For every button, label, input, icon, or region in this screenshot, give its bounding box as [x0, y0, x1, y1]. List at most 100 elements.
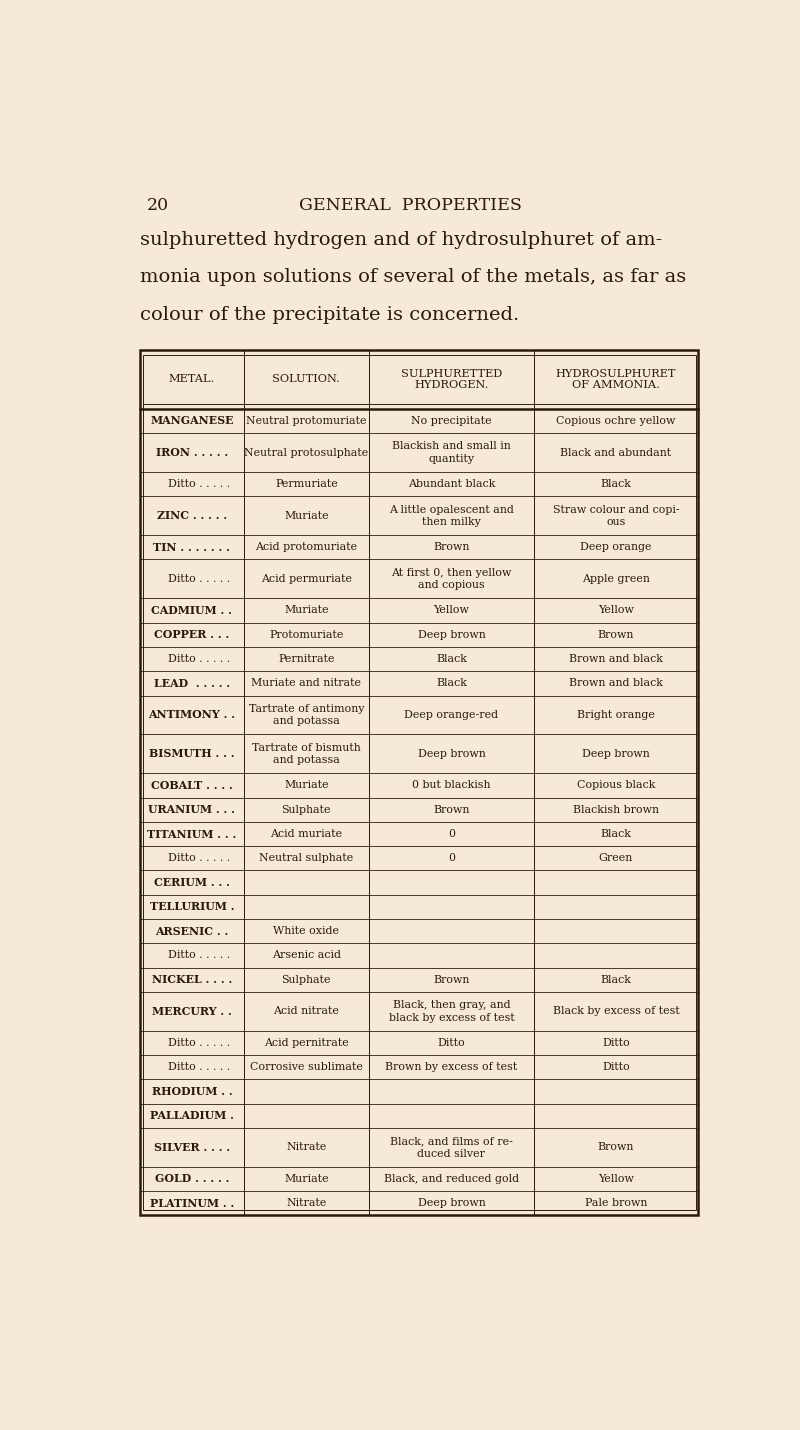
Text: Sulphate: Sulphate	[282, 805, 331, 815]
Text: colour of the precipitate is concerned.: colour of the precipitate is concerned.	[140, 306, 519, 325]
Text: Yellow: Yellow	[598, 605, 634, 615]
Text: Muriate and nitrate: Muriate and nitrate	[251, 678, 362, 688]
Text: Ditto . . . . .: Ditto . . . . .	[154, 854, 230, 864]
Text: GENERAL  PROPERTIES: GENERAL PROPERTIES	[298, 197, 522, 214]
Text: Brown: Brown	[598, 1143, 634, 1153]
Text: A little opalescent and
then milky: A little opalescent and then milky	[389, 505, 514, 526]
Text: TITANIUM . . .: TITANIUM . . .	[147, 828, 237, 839]
Text: Neutral protosulphate: Neutral protosulphate	[244, 448, 369, 458]
Text: Neutral sulphate: Neutral sulphate	[259, 854, 354, 864]
Text: Black by excess of test: Black by excess of test	[553, 1007, 679, 1017]
Text: Ditto . . . . .: Ditto . . . . .	[154, 951, 230, 961]
Text: monia upon solutions of several of the metals, as far as: monia upon solutions of several of the m…	[140, 269, 686, 286]
Text: Ditto . . . . .: Ditto . . . . .	[154, 479, 230, 489]
Text: Acid muriate: Acid muriate	[270, 829, 342, 839]
Text: SULPHURETTED
HYDROGEN.: SULPHURETTED HYDROGEN.	[401, 369, 502, 390]
Text: Brown and black: Brown and black	[569, 678, 663, 688]
Text: NICKEL . . . .: NICKEL . . . .	[152, 974, 232, 985]
Text: Permuriate: Permuriate	[275, 479, 338, 489]
Text: Ditto . . . . .: Ditto . . . . .	[154, 1038, 230, 1048]
Text: Yellow: Yellow	[434, 605, 470, 615]
Text: Muriate: Muriate	[284, 781, 329, 791]
Text: Brown: Brown	[433, 975, 470, 985]
Text: COPPER . . .: COPPER . . .	[154, 629, 230, 641]
Text: Deep brown: Deep brown	[418, 749, 486, 759]
Text: sulphuretted hydrogen and of hydrosulphuret of am-: sulphuretted hydrogen and of hydrosulphu…	[140, 232, 662, 249]
Text: Protomuriate: Protomuriate	[269, 629, 343, 639]
Text: Muriate: Muriate	[284, 511, 329, 521]
Text: Tartrate of antimony
and potassa: Tartrate of antimony and potassa	[249, 704, 364, 726]
Text: PLATINUM . .: PLATINUM . .	[150, 1198, 234, 1208]
Text: Arsenic acid: Arsenic acid	[272, 951, 341, 961]
Text: Neutral protomuriate: Neutral protomuriate	[246, 416, 366, 426]
Text: White oxide: White oxide	[274, 927, 339, 937]
Text: CADMIUM . .: CADMIUM . .	[151, 605, 232, 616]
Text: 20: 20	[146, 197, 169, 214]
Text: BISMUTH . . .: BISMUTH . . .	[149, 748, 234, 759]
Text: MANGANESE: MANGANESE	[150, 416, 234, 426]
Text: 0 but blackish: 0 but blackish	[412, 781, 490, 791]
Text: Black: Black	[601, 975, 631, 985]
Text: Deep brown: Deep brown	[418, 629, 486, 639]
Text: Ditto: Ditto	[438, 1038, 466, 1048]
Text: Black: Black	[436, 678, 467, 688]
Text: Ditto . . . . .: Ditto . . . . .	[154, 1062, 230, 1072]
Text: Copious black: Copious black	[577, 781, 655, 791]
Text: 0: 0	[448, 829, 455, 839]
Text: Green: Green	[599, 854, 633, 864]
Text: Acid nitrate: Acid nitrate	[274, 1007, 339, 1017]
Text: Muriate: Muriate	[284, 605, 329, 615]
Text: Ditto: Ditto	[602, 1062, 630, 1072]
Text: Brown: Brown	[598, 629, 634, 639]
Text: Ditto . . . . .: Ditto . . . . .	[154, 654, 230, 664]
Text: HYDROSULPHURET
OF AMMONIA.: HYDROSULPHURET OF AMMONIA.	[556, 369, 676, 390]
Text: Ditto . . . . .: Ditto . . . . .	[154, 573, 230, 583]
Text: Sulphate: Sulphate	[282, 975, 331, 985]
Text: Black: Black	[436, 654, 467, 664]
Text: SILVER . . . .: SILVER . . . .	[154, 1143, 230, 1153]
Text: Tartrate of bismuth
and potassa: Tartrate of bismuth and potassa	[252, 742, 361, 765]
Text: Yellow: Yellow	[598, 1174, 634, 1184]
Text: Black and abundant: Black and abundant	[561, 448, 671, 458]
Text: Copious ochre yellow: Copious ochre yellow	[556, 416, 676, 426]
Text: ZINC . . . . .: ZINC . . . . .	[157, 511, 227, 521]
Text: Pale brown: Pale brown	[585, 1198, 647, 1208]
Text: Brown by excess of test: Brown by excess of test	[386, 1062, 518, 1072]
Text: Blackish and small in
quantity: Blackish and small in quantity	[392, 442, 510, 463]
Text: URANIUM . . .: URANIUM . . .	[149, 804, 235, 815]
Text: Straw colour and copi-
ous: Straw colour and copi- ous	[553, 505, 679, 526]
Text: At first 0, then yellow
and copious: At first 0, then yellow and copious	[391, 568, 511, 591]
Text: Nitrate: Nitrate	[286, 1198, 326, 1208]
Text: CERIUM . . .: CERIUM . . .	[154, 877, 230, 888]
Text: Deep orange-red: Deep orange-red	[404, 709, 498, 719]
Text: 0: 0	[448, 854, 455, 864]
Text: GOLD . . . . .: GOLD . . . . .	[154, 1174, 229, 1184]
Text: Acid pernitrate: Acid pernitrate	[264, 1038, 349, 1048]
Text: Black, and films of re-
duced silver: Black, and films of re- duced silver	[390, 1137, 513, 1158]
Text: Black: Black	[601, 479, 631, 489]
Text: Corrosive sublimate: Corrosive sublimate	[250, 1062, 362, 1072]
Text: Pernitrate: Pernitrate	[278, 654, 334, 664]
Text: ARSENIC . .: ARSENIC . .	[155, 925, 229, 937]
Text: Brown: Brown	[433, 542, 470, 552]
Text: Acid protomuriate: Acid protomuriate	[255, 542, 358, 552]
Text: Apple green: Apple green	[582, 573, 650, 583]
Text: Black, then gray, and
black by excess of test: Black, then gray, and black by excess of…	[389, 1000, 514, 1022]
Text: Black: Black	[601, 829, 631, 839]
Text: LEAD  . . . . .: LEAD . . . . .	[154, 678, 230, 689]
Text: COBALT . . . .: COBALT . . . .	[151, 779, 233, 791]
Text: IRON . . . . .: IRON . . . . .	[156, 448, 228, 458]
Text: TELLURIUM .: TELLURIUM .	[150, 901, 234, 912]
Text: Nitrate: Nitrate	[286, 1143, 326, 1153]
Text: PALLADIUM .: PALLADIUM .	[150, 1110, 234, 1121]
Text: SOLUTION.: SOLUTION.	[272, 375, 340, 385]
Text: METAL.: METAL.	[169, 375, 215, 385]
Text: Black, and reduced gold: Black, and reduced gold	[384, 1174, 519, 1184]
Text: RHODIUM . .: RHODIUM . .	[152, 1085, 232, 1097]
Text: Deep brown: Deep brown	[582, 749, 650, 759]
Text: No precipitate: No precipitate	[411, 416, 492, 426]
Text: Abundant black: Abundant black	[408, 479, 495, 489]
Text: MERCURY . .: MERCURY . .	[152, 1005, 232, 1017]
Text: Ditto: Ditto	[602, 1038, 630, 1048]
Text: Muriate: Muriate	[284, 1174, 329, 1184]
